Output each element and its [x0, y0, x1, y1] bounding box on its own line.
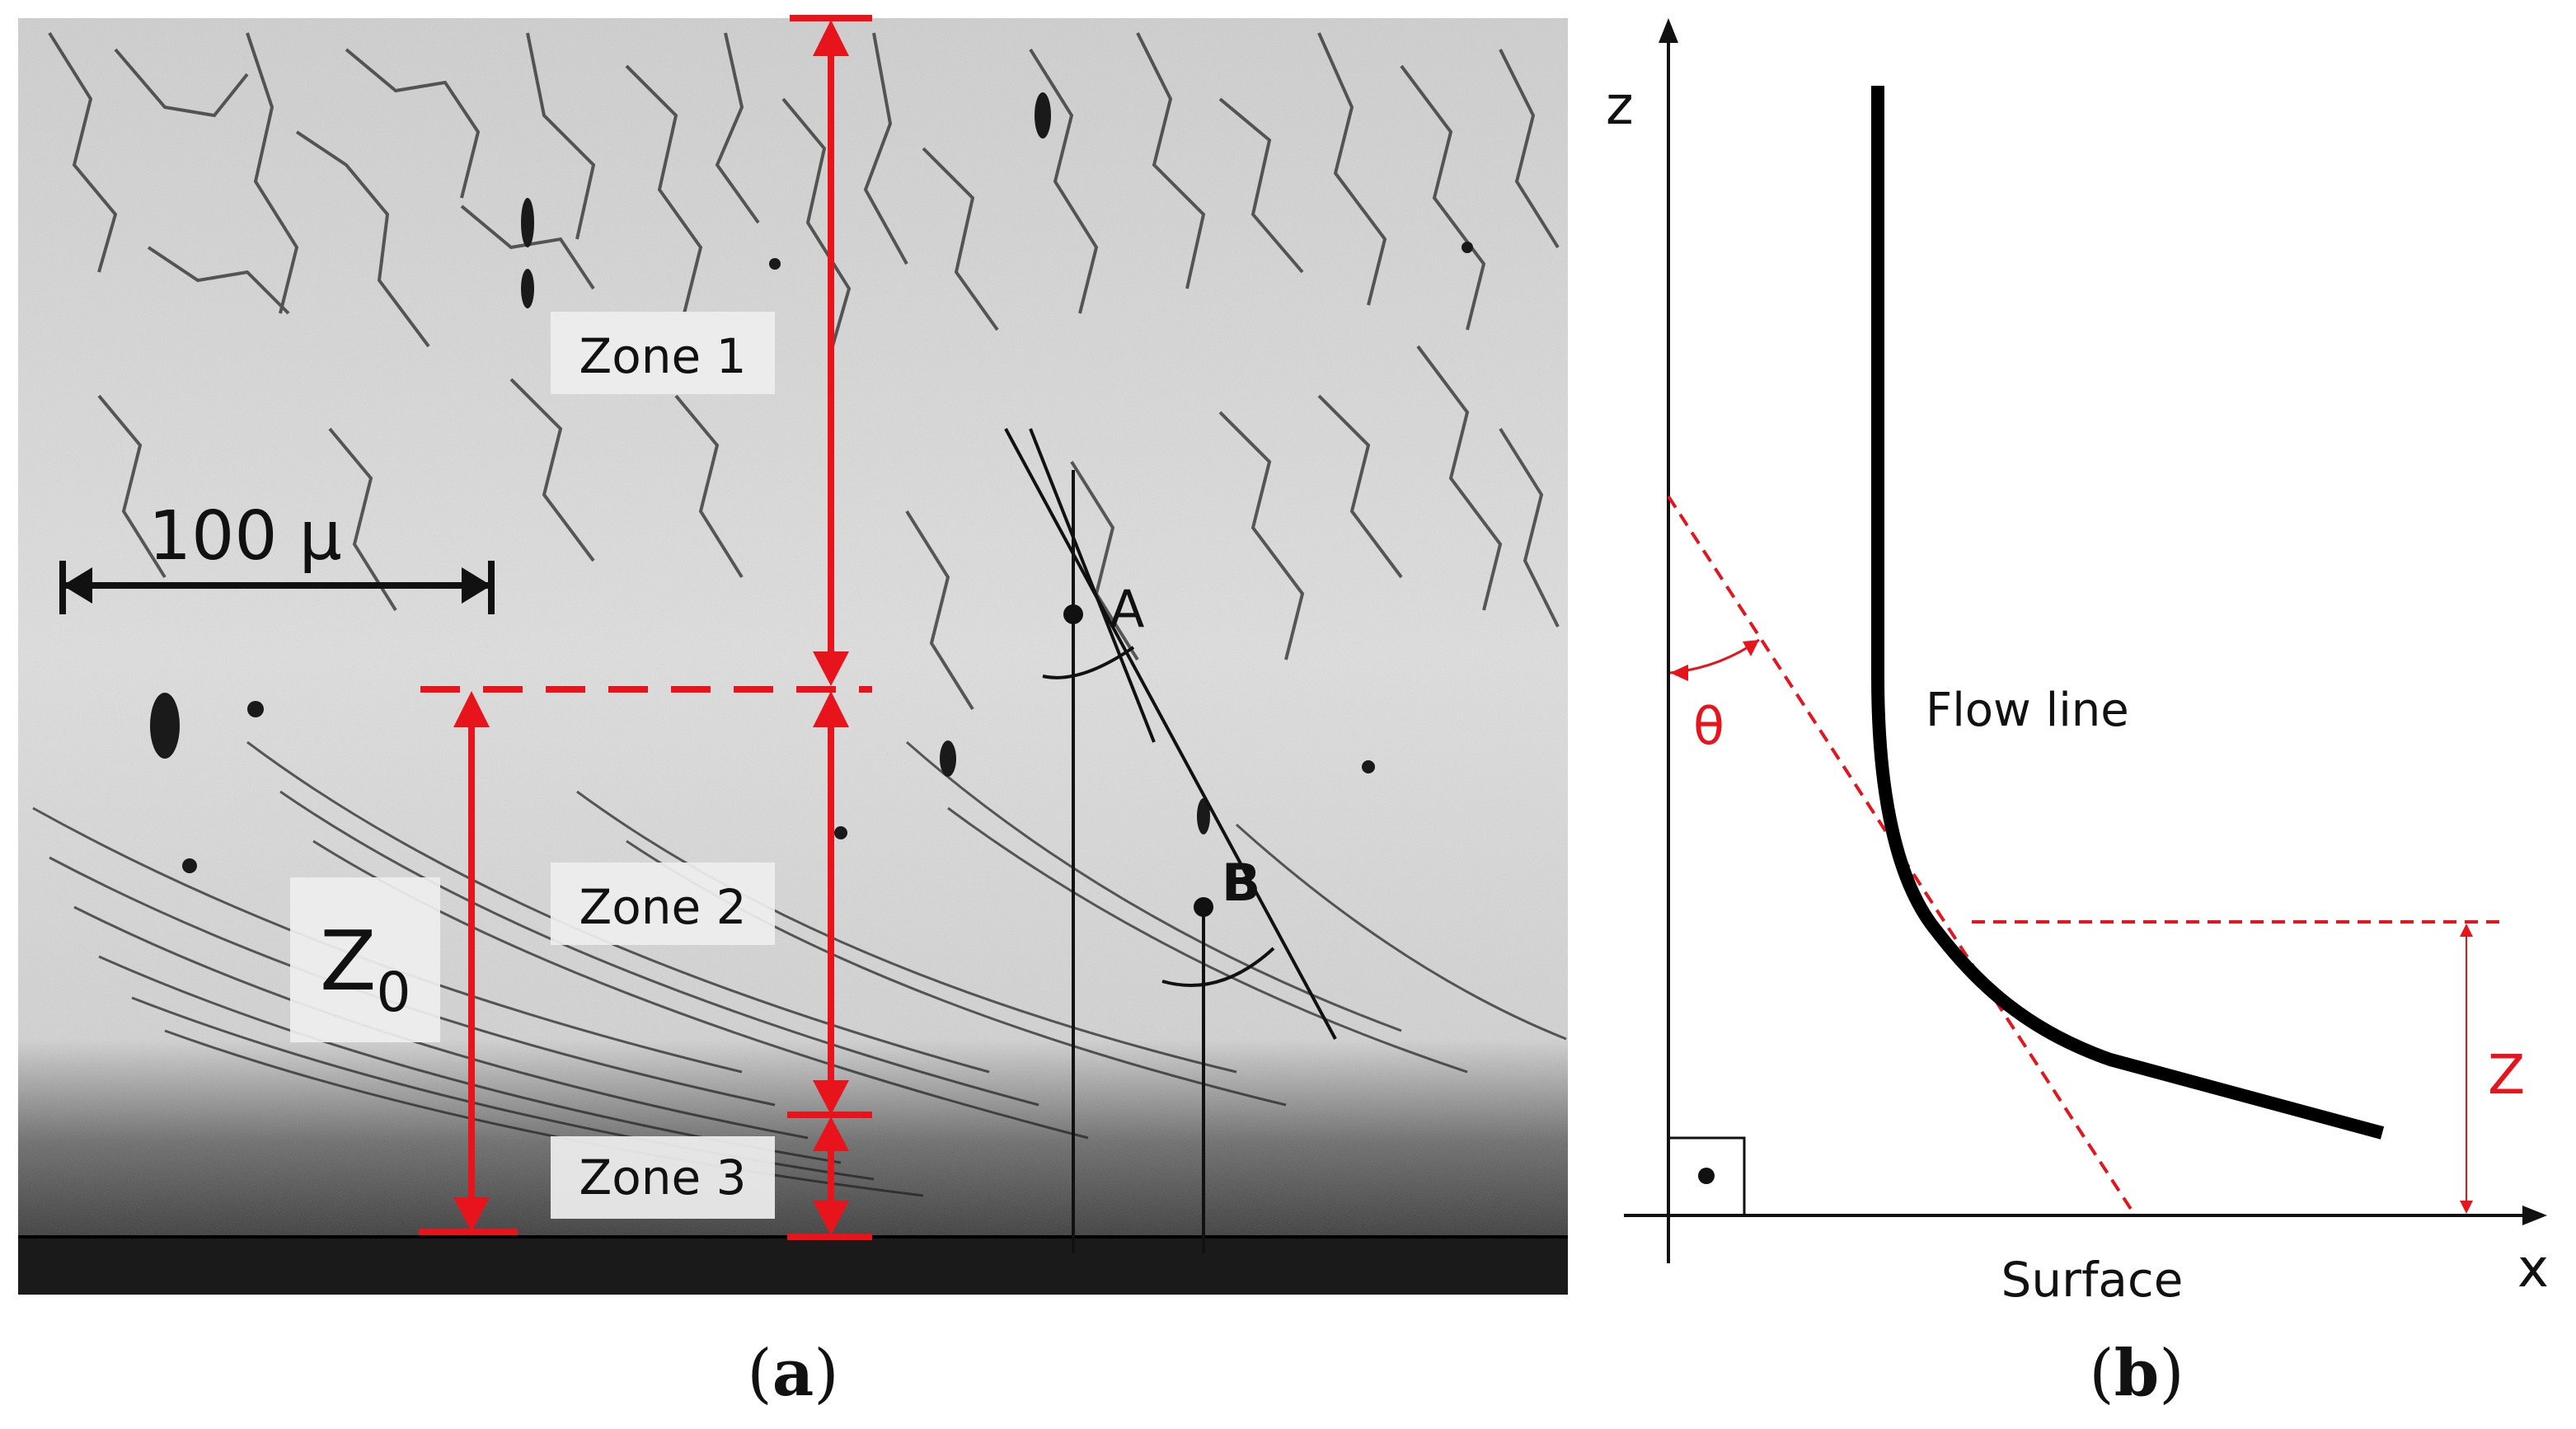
- theta-label: θ: [1693, 696, 1724, 756]
- measurement-lines: [1004, 428, 1337, 1253]
- flow-line-label: Flow line: [1926, 684, 2129, 737]
- z0-symbol: Z: [320, 913, 377, 1009]
- surface-dark-band: [18, 1237, 1568, 1295]
- zone1-label: Zone 1: [579, 328, 747, 384]
- caption-a-letter: a: [772, 1336, 814, 1411]
- depth-arrowhead-top: [2460, 924, 2473, 937]
- zone2-label: Zone 2: [579, 879, 747, 935]
- x-axis-arrowhead: [2522, 1206, 2547, 1225]
- theta-arc-arrowhead-left: [1670, 665, 1688, 681]
- theta-arc-arrowhead-right: [1743, 640, 1759, 656]
- surface-label: Surface: [2001, 1252, 2184, 1308]
- zone-dimension-markers: [419, 15, 872, 1240]
- z-axis-arrowhead: [1659, 18, 1678, 43]
- zone1-label-box: [551, 312, 775, 394]
- caption-b: (b): [2089, 1336, 2184, 1411]
- z-axis-label: z: [1606, 76, 1634, 137]
- zone3-label: Zone 3: [579, 1149, 747, 1206]
- point-a-marker: [1063, 604, 1083, 624]
- z0-label-box: [290, 877, 440, 1042]
- depth-arrowhead-bottom: [2460, 1201, 2473, 1214]
- right-angle-dot: [1698, 1168, 1715, 1184]
- z0-subscript: 0: [377, 961, 411, 1024]
- zone2-label-box: [551, 863, 775, 945]
- inclusions: [150, 92, 1473, 873]
- panel-a: A B 100 μ: [18, 15, 1568, 1411]
- scale-bar-label: 100 μ: [148, 497, 342, 576]
- zone3-label-box: [551, 1136, 775, 1219]
- flow-line-curve: [1871, 86, 2385, 1140]
- scale-bar: [59, 561, 495, 614]
- grain-boundaries: [48, 31, 1560, 711]
- micrograph-grain: [18, 18, 1568, 1295]
- depth-label: Z: [2488, 1043, 2525, 1107]
- tangent-line: [1667, 495, 2137, 1217]
- point-b-marker: [1194, 897, 1213, 917]
- right-angle-marker: [1667, 1136, 1746, 1217]
- x-axis-label: x: [2517, 1239, 2549, 1300]
- z0-label: Z0: [320, 913, 411, 1024]
- point-a-label: A: [1110, 579, 1144, 639]
- axes: [1624, 18, 2547, 1263]
- caption-b-letter: b: [2114, 1336, 2160, 1411]
- caption-a: (a): [747, 1336, 838, 1411]
- point-b-label: B: [1222, 853, 1260, 913]
- panel-b: z x Surface θ Z Flow line (b): [1606, 18, 2549, 1411]
